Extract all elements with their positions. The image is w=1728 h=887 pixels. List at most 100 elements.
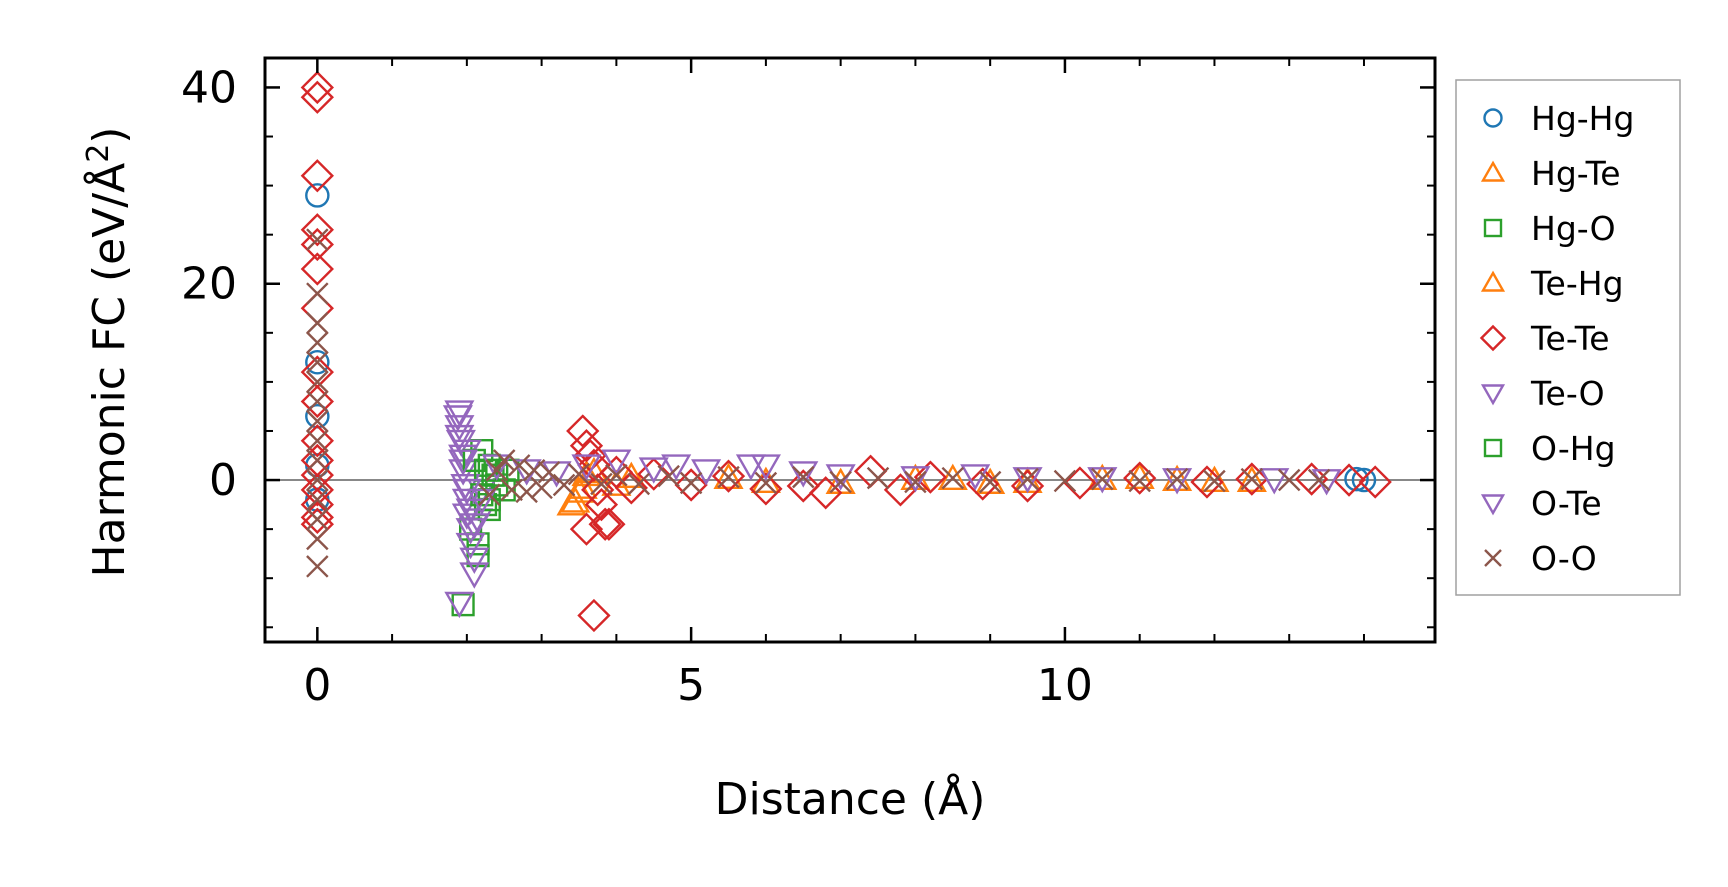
point-o-te (466, 488, 497, 516)
point-o-te (638, 457, 669, 484)
point-te-te (913, 460, 948, 494)
legend: Hg-Hg Hg-Te Hg-O Te-Hg Te-Te Te-O O-Hg O-Te O-O (1455, 79, 1681, 596)
point-te-te (786, 469, 820, 503)
point-o-o (306, 351, 329, 374)
point-o-o (492, 449, 516, 472)
y-axis-title-superscript: 2 (81, 144, 116, 163)
point-o-o (792, 465, 815, 489)
point-o-te (481, 454, 512, 481)
point-o-te (459, 513, 490, 540)
point-o-o (829, 470, 852, 494)
legend-marker-hg-hg (1483, 108, 1503, 128)
legend-marker-o-te (1480, 494, 1506, 516)
point-hg-te (556, 489, 587, 516)
point-te-te (300, 159, 334, 193)
point-o-o (1016, 467, 1039, 491)
point-te-te (592, 507, 626, 541)
point-te-hg (616, 461, 647, 489)
point-te-te (584, 487, 619, 522)
legend-label-te-o: Te-O (1530, 374, 1605, 413)
point-o-o (306, 488, 329, 511)
point-te-hg (1124, 462, 1155, 490)
legend-label-o-hg: O-Hg (1531, 429, 1616, 468)
point-te-te (1294, 462, 1329, 496)
point-o-te (601, 449, 632, 476)
legend-label-o-o: O-O (1531, 539, 1597, 578)
y-axis-title: Harmonic FC (eV/Å2) (81, 127, 135, 578)
point-hg-hg (305, 350, 330, 375)
point-te-te (1358, 465, 1392, 499)
point-te-te (300, 70, 334, 105)
legend-label-te-hg: Te-Hg (1530, 264, 1624, 303)
point-te-o (444, 591, 475, 619)
point-te-te (300, 500, 334, 534)
point-te-te (300, 213, 334, 247)
x-tick-label: 10 (1037, 660, 1093, 711)
point-o-o (552, 473, 576, 497)
point-o-o (941, 466, 965, 490)
point-o-o (1203, 469, 1226, 493)
point-te-te (1063, 466, 1097, 500)
point-o-te (735, 454, 767, 481)
point-o-te (900, 466, 931, 493)
x-tick-label: 0 (303, 660, 331, 711)
point-o-te (750, 454, 781, 481)
legend-marker-te-o (1480, 384, 1506, 406)
point-o-te (442, 405, 473, 432)
point-te-te (569, 429, 604, 463)
point-o-o (866, 466, 890, 490)
point-te-te (300, 227, 334, 262)
point-te-te (1235, 462, 1269, 496)
legend-label-o-te: O-Te (1531, 484, 1602, 523)
x-axis-title: Distance (Å) (715, 772, 986, 825)
point-o-o (306, 409, 329, 433)
point-te-o (444, 415, 475, 442)
point-te-hg (567, 472, 598, 499)
legend-label-hg-te: Hg-Te (1531, 154, 1621, 193)
point-te-te (588, 507, 622, 541)
point-o-te (661, 454, 692, 481)
point-hg-hg (1344, 466, 1369, 492)
point-o-o (306, 370, 329, 394)
point-o-o (306, 228, 329, 251)
legend-marker-o-hg (1483, 438, 1503, 458)
point-te-hg (560, 486, 591, 513)
point-o-te (1012, 467, 1043, 494)
point-o-o (515, 480, 538, 504)
point-te-te (749, 472, 783, 506)
point-o-o (1240, 467, 1264, 491)
point-o-o (537, 460, 561, 484)
point-o-o (605, 463, 628, 487)
point-o-o (754, 471, 778, 495)
point-o-o (1128, 469, 1151, 493)
legend-label-hg-o: Hg-O (1531, 209, 1616, 248)
point-o-te (455, 498, 486, 525)
point-o-o (1307, 468, 1331, 492)
point-o-o (306, 331, 329, 354)
point-te-te (1123, 461, 1157, 495)
point-o-o (306, 449, 329, 472)
legend-label-te-te: Te-Te (1530, 319, 1610, 358)
point-te-o (459, 547, 490, 574)
point-te-te (300, 384, 334, 419)
y-axis-title-main: Harmonic FC (eV/Å (82, 163, 135, 578)
point-o-te (448, 449, 479, 476)
point-o-o (306, 527, 329, 551)
point-o-o (485, 458, 509, 482)
point-te-te (637, 457, 671, 491)
point-te-te (577, 598, 611, 633)
point-te-te (300, 252, 334, 286)
y-axis-title-close: ) (84, 127, 135, 144)
y-tick-label: 0 (209, 455, 237, 506)
point-o-o (567, 462, 591, 486)
point-o-o (590, 472, 613, 496)
point-o-o (306, 390, 329, 413)
point-o-o (1091, 467, 1114, 491)
legend-label-hg-hg: Hg-Hg (1531, 99, 1634, 138)
legend-marker-o-o (1484, 549, 1502, 567)
point-o-o (306, 508, 329, 531)
point-o-o (627, 472, 651, 496)
y-tick-label: 20 (181, 259, 237, 310)
